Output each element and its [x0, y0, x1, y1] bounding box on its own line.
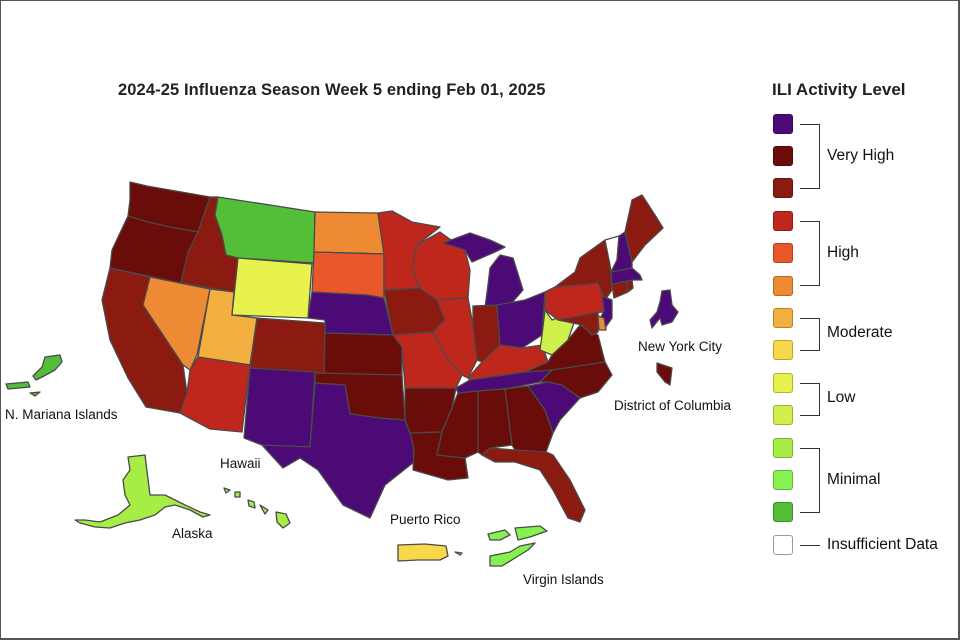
- state-michigan[interactable]: [442, 232, 524, 309]
- state-illinois[interactable]: [432, 297, 478, 379]
- state-kansas[interactable]: [323, 332, 403, 376]
- label-virgin-islands: Virgin Islands: [523, 572, 604, 587]
- territory-hawaii[interactable]: [223, 487, 291, 529]
- state-maine[interactable]: [624, 194, 664, 263]
- state-montana[interactable]: [214, 196, 316, 264]
- map-title: 2024-25 Influenza Season Week 5 ending F…: [118, 81, 546, 99]
- state-north-dakota[interactable]: [313, 211, 385, 255]
- label-alaska: Alaska: [172, 526, 213, 541]
- label-puerto-rico: Puerto Rico: [390, 512, 461, 527]
- territory-nyc[interactable]: [649, 289, 679, 329]
- state-florida[interactable]: [481, 447, 586, 523]
- state-rhode-island[interactable]: [625, 279, 634, 293]
- state-delaware[interactable]: [597, 315, 607, 331]
- legend-title: ILI Activity Level: [772, 80, 906, 99]
- state-texas[interactable]: [261, 382, 415, 519]
- state-arizona[interactable]: [179, 356, 251, 433]
- territory-virgin-islands[interactable]: [487, 525, 548, 567]
- state-colorado[interactable]: [249, 317, 326, 376]
- label-nyc: New York City: [638, 339, 723, 354]
- state-maryland[interactable]: [557, 311, 599, 336]
- label-hawaii: Hawaii: [220, 456, 261, 471]
- territory-alaska[interactable]: [74, 454, 211, 529]
- territory-dc[interactable]: [656, 362, 673, 386]
- territory-nmi[interactable]: [5, 354, 63, 397]
- state-wyoming[interactable]: [231, 257, 313, 319]
- state-new-mexico[interactable]: [243, 367, 316, 448]
- state-south-dakota[interactable]: [311, 251, 385, 299]
- label-dc: District of Columbia: [614, 398, 732, 413]
- territory-puerto-rico[interactable]: [397, 543, 463, 562]
- label-nmi: N. Mariana Islands: [5, 407, 118, 422]
